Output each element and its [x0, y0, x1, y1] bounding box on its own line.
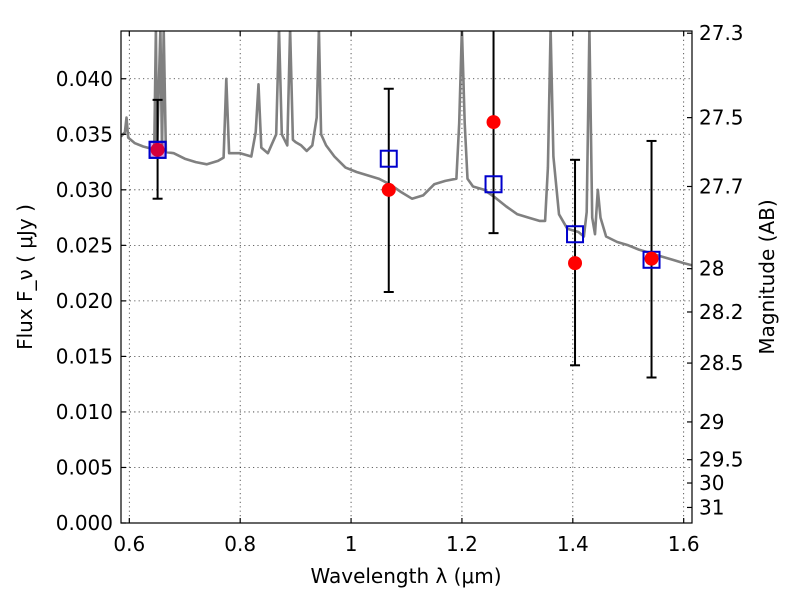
series-group: [121, 31, 692, 267]
x-axis-label: Wavelength λ (μm): [310, 564, 501, 588]
observed-point: [150, 142, 165, 157]
x-tick-label: 0.8: [224, 532, 256, 556]
observed-point: [644, 251, 659, 266]
y-tick-label: 0.030: [56, 178, 113, 202]
y-tick-label: 0.035: [56, 122, 113, 146]
mag-tick-label: 27.7: [699, 174, 744, 198]
y-tick-label: 0.020: [56, 289, 113, 313]
mag-tick-label: 30: [699, 471, 724, 495]
overlap-square-marker: [148, 140, 167, 159]
x-tick-label: 1.2: [446, 532, 478, 556]
plot-frame: [120, 30, 693, 524]
observed-point: [486, 115, 501, 130]
synthetic-square-marker: [484, 175, 503, 194]
x-tick-label: 0.6: [113, 532, 145, 556]
y-tick-label: 0.025: [56, 233, 113, 257]
mag-tick-label: 28: [699, 257, 724, 281]
observed-point: [568, 256, 583, 271]
y-tick-label: 0.040: [56, 67, 113, 91]
plot-area: [121, 31, 692, 267]
y-tick-label: 0.005: [56, 455, 113, 479]
mag-tick-label: 29.5: [699, 448, 744, 472]
y-axis-label: Flux F_ν ( μJy ): [13, 204, 37, 350]
y-tick-label: 0.010: [56, 400, 113, 424]
mag-tick-label: 31: [699, 495, 724, 519]
mag-tick-label: 28.2: [699, 300, 744, 324]
synthetic-square-marker: [379, 149, 398, 168]
y-tick-label: 0.000: [56, 511, 113, 535]
mag-tick-label: 29: [699, 410, 724, 434]
mag-tick-label: 27.3: [699, 21, 744, 45]
y2-axis-label: Magnitude (AB): [755, 199, 779, 354]
mag-tick-label: 27.5: [699, 106, 744, 130]
spectrum-line: [121, 31, 692, 267]
mag-tick-label: 28.5: [699, 351, 744, 375]
observed-point: [381, 182, 396, 197]
synthetic-square-marker: [566, 225, 585, 244]
y-tick-label: 0.015: [56, 344, 113, 368]
axis-ticks: 0.6 0.8 1 1.2 1.4 1.6 0.000 0.005 0.010 0.015 0.02…: [56, 21, 744, 556]
x-tick-label: 1.4: [557, 532, 589, 556]
x-tick-label: 1.6: [668, 532, 700, 556]
grid-lines: [121, 31, 692, 524]
x-tick-label: 1: [345, 532, 358, 556]
markers: [148, 115, 661, 271]
error-bars: [152, 31, 657, 379]
